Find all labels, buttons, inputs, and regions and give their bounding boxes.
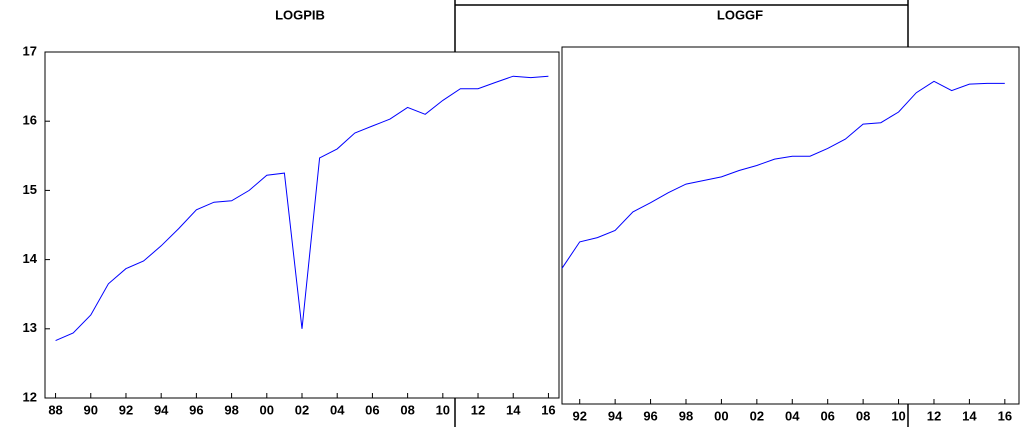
x-tick-label: 98 bbox=[224, 402, 238, 417]
y-tick-label: 12 bbox=[23, 389, 37, 404]
x-tick-label: 02 bbox=[750, 408, 764, 423]
x-tick-label: 88 bbox=[48, 402, 62, 417]
x-tick-label: 12 bbox=[927, 408, 941, 423]
x-tick-label: 94 bbox=[154, 402, 169, 417]
data-line bbox=[561, 80, 1005, 269]
x-tick-label: 08 bbox=[400, 402, 414, 417]
plot-frame bbox=[44, 51, 560, 399]
plot-frame bbox=[561, 46, 1020, 405]
chart-title: LOGPIB bbox=[275, 7, 325, 22]
data-line bbox=[55, 75, 549, 342]
chart-title: LOGGF bbox=[717, 7, 763, 22]
x-tick-label: 00 bbox=[260, 402, 274, 417]
x-tick-label: 98 bbox=[679, 408, 693, 423]
x-tick-label: 10 bbox=[891, 408, 905, 423]
x-tick-label: 04 bbox=[785, 408, 800, 423]
y-tick-label: 17 bbox=[23, 43, 37, 58]
x-tick-label: 14 bbox=[962, 408, 977, 423]
y-tick-label: 14 bbox=[23, 251, 38, 266]
x-tick-label: 96 bbox=[643, 408, 657, 423]
x-tick-label: 02 bbox=[295, 402, 309, 417]
x-tick-label: 14 bbox=[506, 402, 521, 417]
x-tick-label: 10 bbox=[436, 402, 450, 417]
x-tick-label: 00 bbox=[714, 408, 728, 423]
x-tick-label: 06 bbox=[365, 402, 379, 417]
y-tick-label: 16 bbox=[23, 113, 37, 128]
x-tick-label: 12 bbox=[471, 402, 485, 417]
x-tick-label: 04 bbox=[330, 402, 345, 417]
y-tick-label: 13 bbox=[23, 320, 37, 335]
y-tick-label: 15 bbox=[23, 182, 37, 197]
x-tick-label: 16 bbox=[998, 408, 1012, 423]
x-tick-label: 92 bbox=[119, 402, 133, 417]
x-tick-label: 96 bbox=[189, 402, 203, 417]
x-tick-label: 16 bbox=[541, 402, 555, 417]
x-tick-label: 90 bbox=[84, 402, 98, 417]
x-tick-label: 08 bbox=[856, 408, 870, 423]
x-tick-label: 94 bbox=[608, 408, 623, 423]
x-tick-label: 06 bbox=[820, 408, 834, 423]
x-tick-label: 92 bbox=[572, 408, 586, 423]
